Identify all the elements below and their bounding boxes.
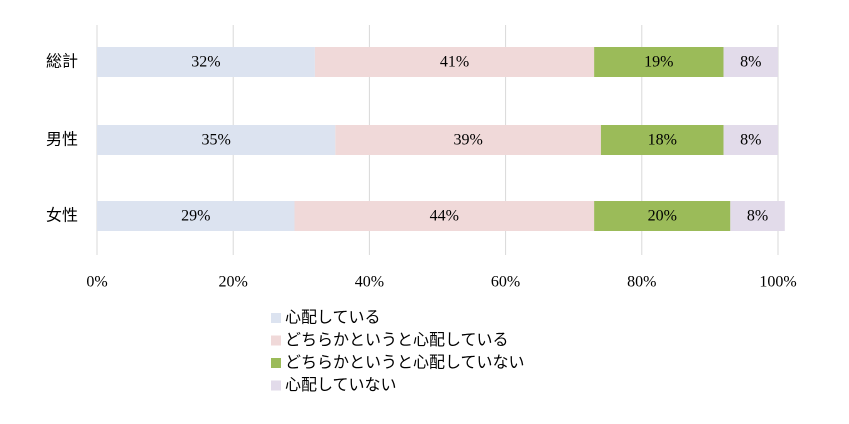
bar-segment — [97, 47, 315, 77]
bar-segment — [97, 125, 336, 155]
data-label: 44% — [430, 208, 459, 225]
bar-segment — [594, 201, 731, 231]
data-label: 19% — [644, 54, 673, 71]
legend-swatch — [271, 380, 281, 391]
x-tick-label: 60% — [491, 274, 520, 291]
data-label: 41% — [440, 54, 469, 71]
bar-segment — [97, 201, 295, 231]
data-label: 8% — [747, 208, 768, 225]
bar-segment — [600, 125, 724, 155]
data-label: 8% — [740, 132, 761, 149]
y-tick-label: 女性 — [46, 206, 78, 225]
x-tick-label: 100% — [759, 274, 796, 291]
bar-segment — [335, 125, 601, 155]
data-label: 20% — [648, 208, 677, 225]
data-label: 32% — [191, 54, 220, 71]
legend-swatch — [271, 335, 281, 346]
x-tick-label: 0% — [86, 274, 107, 291]
bar-segment — [730, 201, 785, 231]
data-label: 39% — [453, 132, 482, 149]
legend-swatch — [271, 358, 281, 368]
bar-segment — [294, 201, 595, 231]
data-label: 35% — [202, 132, 231, 149]
bar-segment — [723, 125, 778, 155]
data-label: 29% — [181, 208, 210, 225]
legend-swatch — [271, 313, 281, 323]
bar-segment — [723, 47, 778, 77]
x-tick-label: 80% — [627, 274, 656, 291]
x-tick-label: 40% — [355, 274, 384, 291]
legend-label: 心配している — [285, 308, 381, 327]
y-tick-label: 男性 — [46, 130, 78, 149]
y-tick-label: 総計 — [46, 52, 78, 71]
legend-label: どちらかというと心配していない — [285, 353, 525, 372]
x-tick-label: 20% — [219, 274, 248, 291]
legend-label: どちらかというと心配している — [285, 330, 509, 349]
legend-label: 心配していない — [285, 375, 397, 394]
bar-segment — [594, 47, 724, 77]
data-label: 8% — [740, 54, 761, 71]
data-label: 18% — [648, 132, 677, 149]
bar-segment — [314, 47, 595, 77]
